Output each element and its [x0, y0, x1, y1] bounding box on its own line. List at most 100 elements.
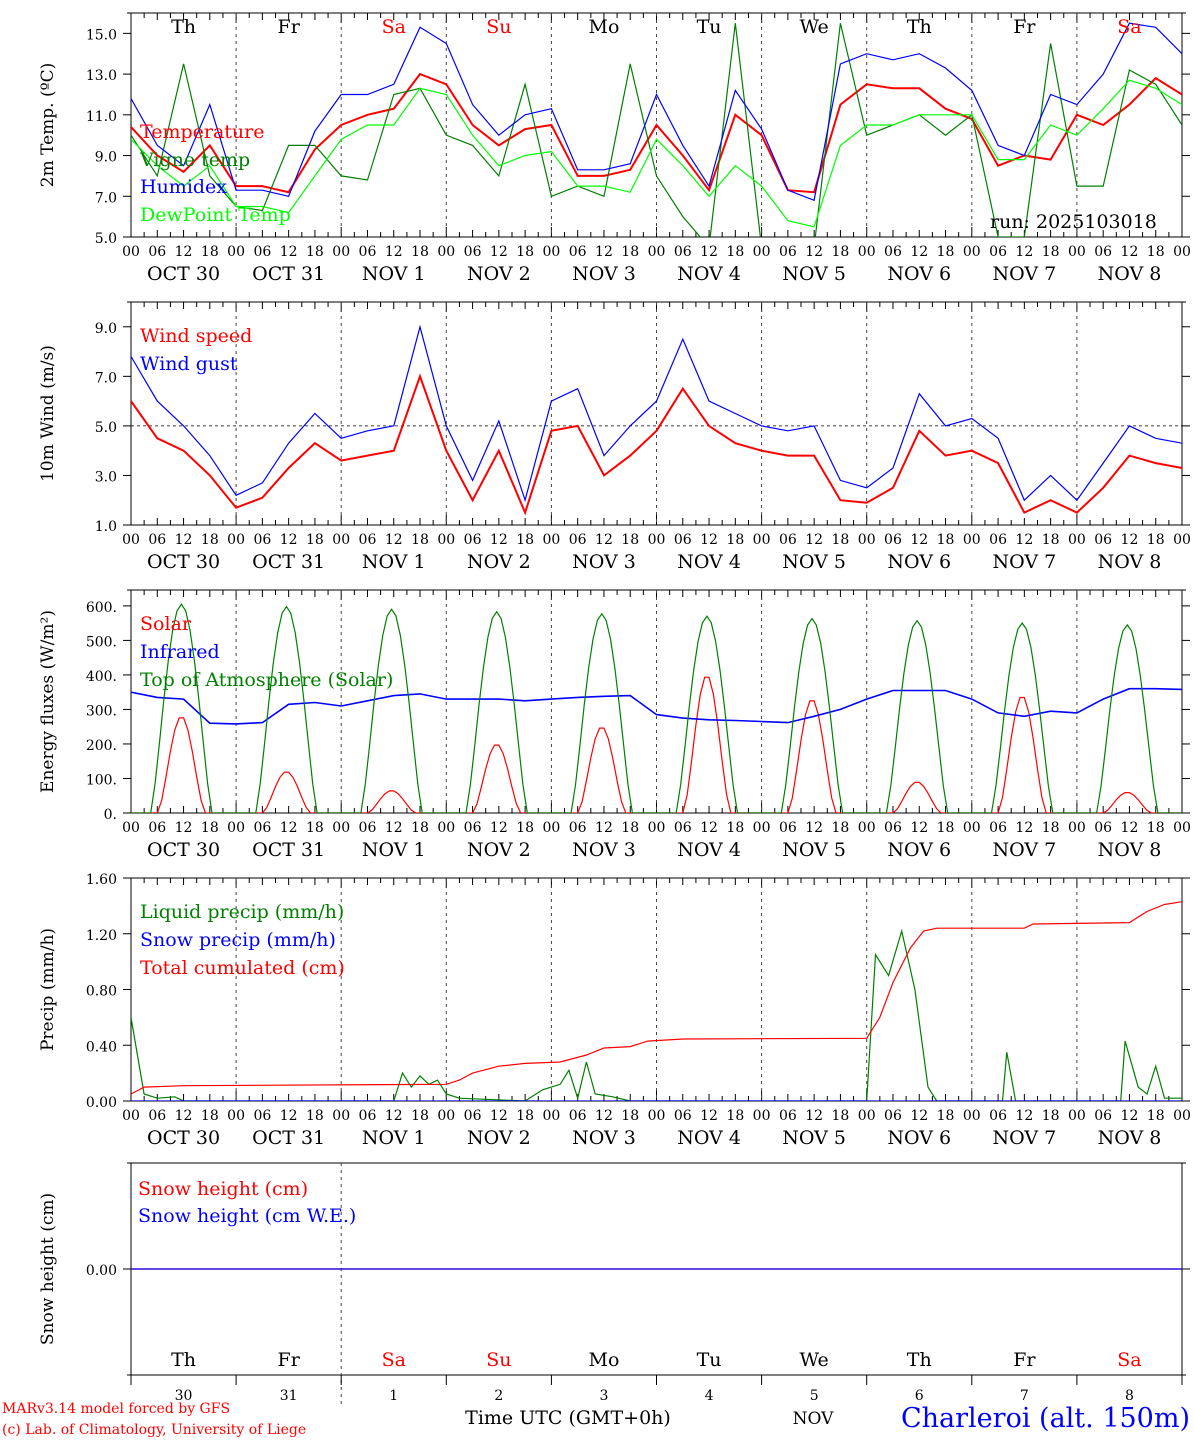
x-tick-label: 06	[359, 820, 377, 836]
month-label: NOV	[793, 1409, 835, 1429]
x-tick-label: 06	[674, 1108, 692, 1124]
date-label: NOV 6	[887, 263, 951, 285]
x-tick-label: 12	[1015, 820, 1033, 836]
lab-credit: (c) Lab. of Climatology, University of L…	[2, 1422, 306, 1438]
y-tick-label: 300.	[86, 703, 117, 719]
x-tick-label: 12	[385, 820, 403, 836]
x-tick-label: 06	[779, 1108, 797, 1124]
y-axis-title: Snow height (cm)	[38, 1193, 58, 1345]
y-tick-label: 0.00	[86, 1263, 117, 1279]
x-tick-label: 00	[753, 532, 771, 548]
x-tick-label: 12	[1121, 244, 1139, 260]
x-tick-label: 12	[1015, 532, 1033, 548]
weekday-label: Su	[486, 16, 511, 38]
x-tick-label: 06	[884, 244, 902, 260]
date-label: OCT 30	[147, 1127, 220, 1149]
weekday-label: Th	[171, 16, 196, 38]
x-tick-label: 06	[1094, 532, 1112, 548]
date-label: OCT 30	[147, 551, 220, 573]
x-tick-label: 18	[306, 1108, 324, 1124]
x-tick-label: 18	[621, 532, 639, 548]
panel-2	[123, 301, 1190, 526]
x-tick-label: 06	[989, 1108, 1007, 1124]
date-label: NOV 4	[677, 551, 741, 573]
x-tick-label: 12	[700, 820, 718, 836]
x-tick-label: 18	[1042, 532, 1060, 548]
date-label: NOV 2	[467, 1127, 531, 1149]
date-label: NOV 4	[677, 839, 741, 861]
date-label: NOV 3	[572, 263, 636, 285]
series-line-top-of-atmosphere-solar	[131, 603, 1182, 813]
x-tick-label: 06	[253, 1108, 271, 1124]
day-number: 3	[599, 1388, 608, 1404]
x-tick-label: 18	[201, 1108, 219, 1124]
date-label: NOV 7	[992, 839, 1056, 861]
x-tick-label: 06	[253, 532, 271, 548]
x-tick-label: 06	[148, 244, 166, 260]
x-tick-label: 00	[963, 1108, 981, 1124]
x-tick-label: 00	[1068, 820, 1086, 836]
x-tick-label: 12	[805, 1108, 823, 1124]
x-tick-label: 18	[1042, 244, 1060, 260]
series-line-liquid-precip-mm-h	[131, 928, 1182, 1101]
weekday-label: Su	[486, 1349, 511, 1371]
date-label: NOV 5	[782, 1127, 846, 1149]
x-tick-label: 18	[201, 244, 219, 260]
date-label: NOV 2	[467, 263, 531, 285]
x-tick-label: 18	[937, 244, 955, 260]
x-tick-label: 12	[280, 1108, 298, 1124]
date-label: NOV 8	[1098, 839, 1162, 861]
x-tick-label: 00	[542, 820, 560, 836]
run-label: run: 2025103018	[990, 211, 1157, 233]
x-tick-label: 12	[1121, 1108, 1139, 1124]
panel-1	[123, 12, 1190, 238]
y-tick-label: 400.	[86, 669, 117, 685]
y-tick-label: 500.	[86, 634, 117, 650]
y-axis-title: 10m Wind (m/s)	[38, 345, 58, 482]
location-title: Charleroi (alt. 150m)	[901, 1403, 1190, 1434]
x-tick-label: 06	[569, 1108, 587, 1124]
x-tick-label: 18	[832, 1108, 850, 1124]
y-tick-label: 1.20	[86, 928, 117, 944]
x-tick-label: 06	[884, 532, 902, 548]
x-tick-label: 12	[595, 532, 613, 548]
x-tick-label: 06	[1094, 820, 1112, 836]
x-tick-label: 12	[910, 1108, 928, 1124]
date-label: NOV 6	[887, 839, 951, 861]
series-line-solar	[131, 676, 1182, 813]
x-tick-label: 12	[1015, 244, 1033, 260]
y-tick-label: 9.0	[95, 321, 117, 337]
legend-entry: Wind speed	[140, 325, 252, 347]
date-label: NOV 7	[992, 1127, 1056, 1149]
x-tick-label: 06	[359, 244, 377, 260]
x-tick-label: 06	[989, 820, 1007, 836]
day-number: 2	[494, 1388, 503, 1404]
series-line-humidex	[131, 22, 1182, 202]
y-axis-title: Precip (mm/h)	[38, 928, 58, 1051]
date-label: NOV 7	[992, 263, 1056, 285]
weekday-label: Sa	[1117, 1349, 1141, 1371]
x-tick-label: 12	[490, 820, 508, 836]
weekday-label: Tu	[697, 16, 722, 38]
x-tick-label: 00	[227, 1108, 245, 1124]
legend-entry: Solar	[140, 613, 192, 635]
date-label: OCT 31	[252, 839, 325, 861]
x-tick-label: 12	[385, 1108, 403, 1124]
series-line-wind-speed	[131, 373, 1182, 516]
y-tick-label: 11.0	[86, 109, 117, 125]
x-tick-label: 18	[937, 820, 955, 836]
x-tick-label: 18	[306, 532, 324, 548]
x-tick-label: 12	[805, 244, 823, 260]
x-tick-label: 00	[122, 1108, 140, 1124]
x-tick-label: 18	[1147, 532, 1165, 548]
x-tick-label: 18	[832, 244, 850, 260]
legend-entry: Snow precip (mm/h)	[140, 929, 336, 951]
date-label: OCT 31	[252, 263, 325, 285]
x-tick-label: 12	[1121, 820, 1139, 836]
date-label: NOV 1	[362, 839, 426, 861]
date-label: NOV 5	[782, 263, 846, 285]
date-label: NOV 5	[782, 839, 846, 861]
x-tick-label: 00	[963, 820, 981, 836]
legend-entry: Humidex	[140, 176, 227, 198]
x-tick-label: 18	[516, 532, 534, 548]
